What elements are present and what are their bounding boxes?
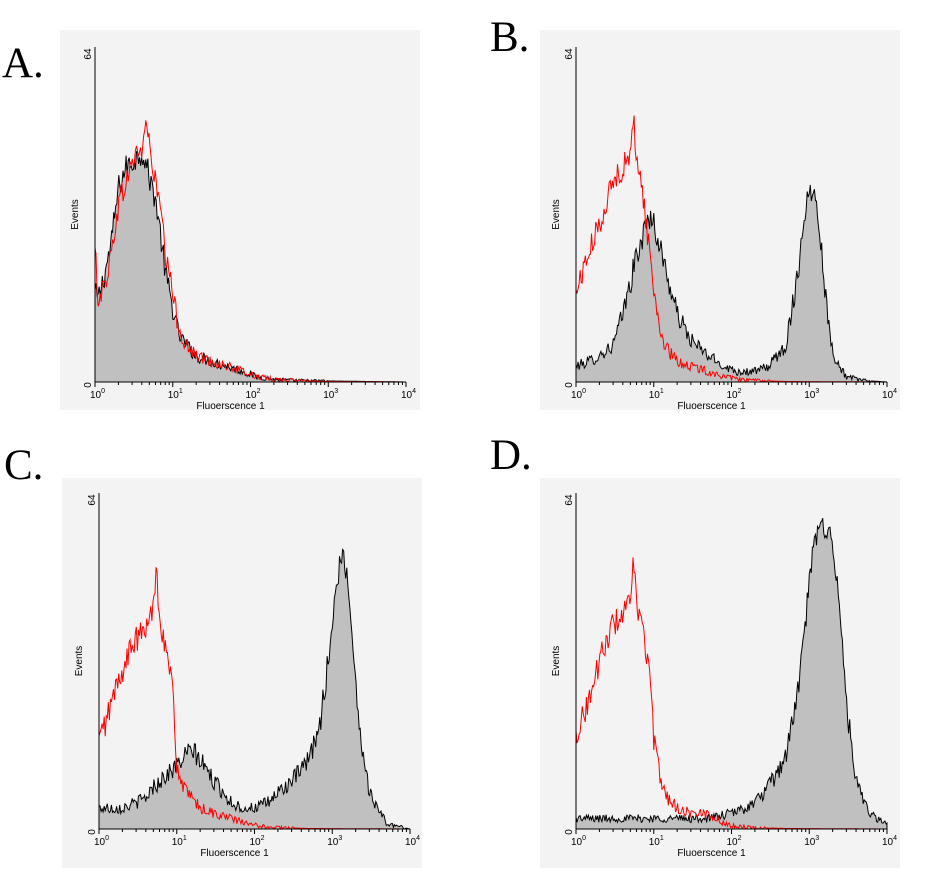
- panel-d-x-axis-label: Fluoerscence 1: [677, 848, 746, 859]
- panel-a-x-axis-label: Fluoerscence 1: [196, 401, 265, 412]
- panel-c-y-tick-label-min: 0: [87, 829, 98, 835]
- panel-d-y-tick-label-min: 0: [564, 829, 575, 835]
- panel-c-y-tick-label-max: 64: [87, 494, 98, 506]
- panel-b-x-axis-label: Fluoerscence 1: [677, 401, 746, 412]
- panel-d-y-tick-label-max: 64: [564, 494, 575, 506]
- chart-panel-b: 100 101 102 103 104 0 64 Fluoerscence 1 Events: [551, 47, 897, 412]
- panel-b-x-tick-label: 100: [571, 388, 586, 401]
- chart-panel-c: 100 101 102 103 104 0 64 Fluoerscence 1 Events: [74, 493, 420, 859]
- panel-c-x-tick-label: 103: [327, 835, 342, 848]
- panel-b-background: [540, 30, 900, 410]
- panel-d-x-tick-label: 102: [727, 835, 742, 848]
- panel-a-x-tick-label: 101: [168, 388, 183, 401]
- panel-label-b: B.: [490, 14, 530, 61]
- panel-b-x-tick-label: 104: [882, 388, 897, 401]
- panel-a-y-tick-label-min: 0: [83, 382, 94, 388]
- panel-a-x-tick-label: 102: [246, 388, 261, 401]
- panel-d-x-tick-label: 100: [571, 835, 586, 848]
- panel-a-sample-histogram: [94, 150, 406, 383]
- panel-d-sample-histogram: [575, 518, 888, 830]
- panel-b-y-axis-label: Events: [551, 199, 562, 230]
- panel-b-x-tick-label: 103: [804, 388, 819, 401]
- panel-b-x-tick-label: 101: [649, 388, 664, 401]
- panel-c-x-tick-label: 101: [172, 835, 187, 848]
- panel-b-y-tick-label-max: 64: [564, 48, 575, 60]
- panel-c-y-axis-label: Events: [74, 646, 85, 677]
- chart-panel-a: 100 101 102 103 104 0 64 Fluoerscence 1 Events: [70, 47, 416, 412]
- panel-b-sample-histogram: [575, 184, 888, 383]
- panel-label-c: C.: [4, 442, 44, 489]
- panel-label-d: D.: [490, 432, 532, 479]
- panel-a-y-tick-label-max: 64: [83, 48, 94, 60]
- panel-d-x-tick-label: 104: [882, 835, 897, 848]
- panel-b-x-tick-label: 102: [727, 388, 742, 401]
- panel-d-x-tick-label: 101: [649, 835, 664, 848]
- chart-panel-d: 100 101 102 103 104 0 64 Fluoerscence 1 Events: [551, 493, 897, 859]
- panel-a-x-tick-label: 100: [90, 388, 105, 401]
- panel-d-y-axis-label: Events: [551, 646, 562, 677]
- panel-label-a: A.: [2, 40, 44, 87]
- panel-a-x-tick-label: 104: [401, 388, 416, 401]
- panel-a-y-axis-label: Events: [70, 199, 81, 230]
- panel-a-x-tick-label: 103: [323, 388, 338, 401]
- panel-c-x-tick-label: 100: [94, 835, 109, 848]
- panel-c-x-axis-label: Fluoerscence 1: [200, 848, 269, 859]
- panel-c-x-tick-label: 102: [250, 835, 265, 848]
- panel-d-x-tick-label: 103: [804, 835, 819, 848]
- panel-b-y-tick-label-min: 0: [564, 382, 575, 388]
- panel-c-sample-histogram: [98, 548, 411, 830]
- panel-c-x-tick-label: 104: [405, 835, 420, 848]
